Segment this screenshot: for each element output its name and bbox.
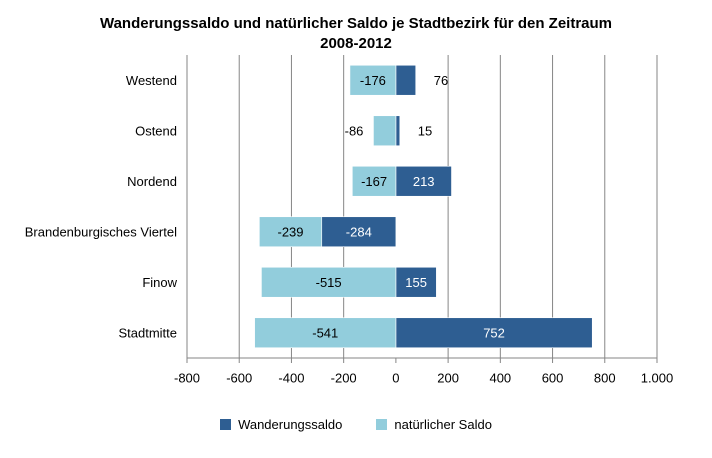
data-label-natuerlicher-saldo-westend: -176 <box>360 73 386 88</box>
category-label-stadtmitte: Stadtmitte <box>118 325 177 340</box>
data-label-wanderungssaldo-finow: 155 <box>405 275 427 290</box>
chart-title-line-2: 2008-2012 <box>320 35 392 52</box>
data-label-wanderungssaldo-nordend: 213 <box>413 174 435 189</box>
bar-natuerlicher-saldo-brandenburgisches-viertel <box>259 216 323 248</box>
x-tick-label: -600 <box>226 371 252 386</box>
bar-natuerlicher-saldo-westend <box>349 64 397 96</box>
x-tick-label: 800 <box>594 371 616 386</box>
x-tick-label: -200 <box>331 371 357 386</box>
bar-wanderungssaldo-finow <box>395 266 437 298</box>
bar-natuerlicher-saldo-finow <box>261 266 397 298</box>
x-tick-label: 600 <box>542 371 564 386</box>
bar-wanderungssaldo-nordend <box>395 165 452 197</box>
data-label-natuerlicher-saldo-ostend: -86 <box>345 123 364 138</box>
data-label-natuerlicher-saldo-finow: -515 <box>316 275 342 290</box>
data-label-wanderungssaldo-brandenburgisches-viertel: -284 <box>346 224 372 239</box>
legend: Wanderungssaldo natürlicher Saldo <box>0 417 712 432</box>
data-label-natuerlicher-saldo-brandenburgisches-viertel: -239 <box>278 224 304 239</box>
bar-natuerlicher-saldo-ostend <box>373 115 397 147</box>
category-label-finow: Finow <box>142 275 177 290</box>
category-label-ostend: Ostend <box>135 123 177 138</box>
chart-title-line-1: Wanderungssaldo und natürlicher Saldo je… <box>99 15 612 32</box>
legend-label-natuerlicher-saldo: natürlicher Saldo <box>394 417 492 432</box>
legend-item-wanderungssaldo: Wanderungssaldo <box>220 417 342 432</box>
category-label-westend: Westend <box>126 73 177 88</box>
legend-label-wanderungssaldo: Wanderungssaldo <box>238 417 343 432</box>
legend-item-natuerlicher-saldo: natürlicher Saldo <box>376 417 492 432</box>
bar-natuerlicher-saldo-stadtmitte <box>254 317 397 349</box>
x-tick-label: 0 <box>392 371 399 386</box>
x-tick-label: 400 <box>489 371 511 386</box>
x-tick-label: 200 <box>437 371 459 386</box>
legend-swatch-natuerlicher-saldo <box>376 419 388 430</box>
bar-wanderungssaldo-ostend <box>395 115 401 147</box>
data-label-wanderungssaldo-stadtmitte: 752 <box>483 325 505 340</box>
x-tick-label: -400 <box>278 371 304 386</box>
data-label-wanderungssaldo-ostend: 15 <box>418 123 432 138</box>
category-label-brandenburgisches-viertel: Brandenburgisches Viertel <box>25 224 177 239</box>
bar-wanderungssaldo-westend <box>395 64 417 96</box>
bar-natuerlicher-saldo-nordend <box>351 165 397 197</box>
legend-swatch-wanderungssaldo <box>220 419 232 430</box>
bar-wanderungssaldo-stadtmitte <box>395 317 593 349</box>
x-tick-label: 1.000 <box>641 371 674 386</box>
bar-wanderungssaldo-brandenburgisches-viertel <box>321 216 397 248</box>
x-tick-label: -800 <box>174 371 200 386</box>
data-label-wanderungssaldo-westend: 76 <box>434 73 448 88</box>
data-label-natuerlicher-saldo-stadtmitte: -541 <box>312 325 338 340</box>
data-label-natuerlicher-saldo-nordend: -167 <box>361 174 387 189</box>
category-label-nordend: Nordend <box>127 174 177 189</box>
